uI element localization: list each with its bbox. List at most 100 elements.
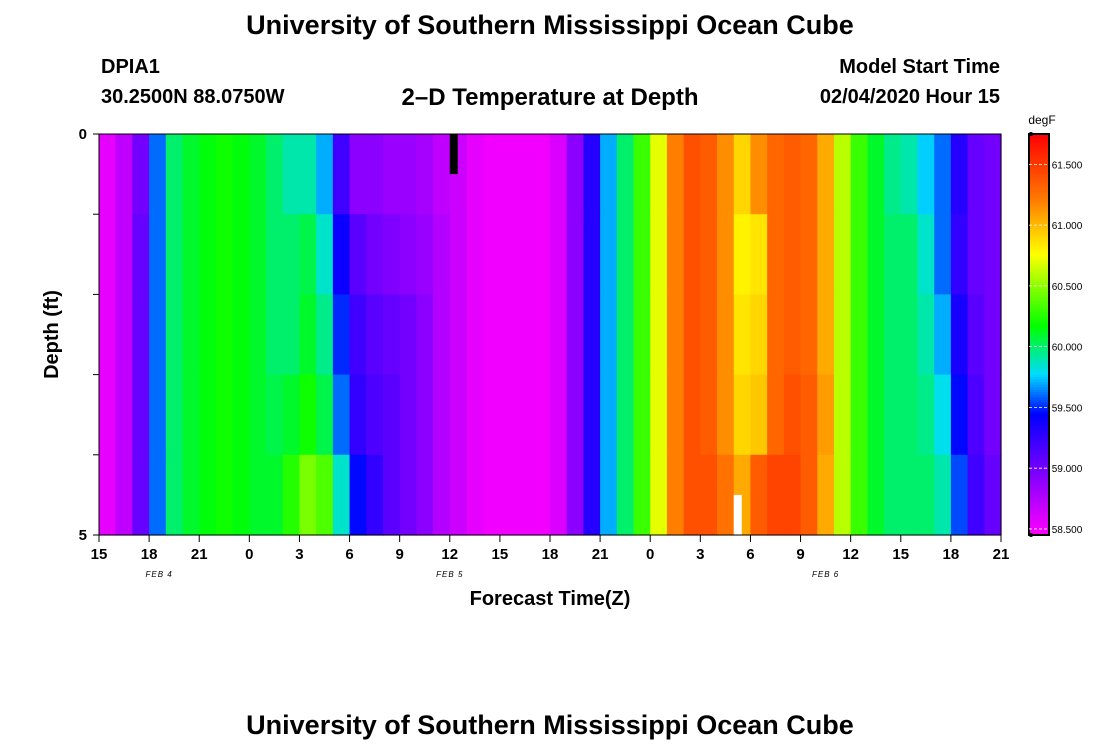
heatmap-cell xyxy=(416,214,434,295)
heatmap-cell xyxy=(800,454,818,536)
colorbar-swatch xyxy=(1029,482,1049,486)
colorbar-swatch xyxy=(1029,214,1049,218)
heatmap-cell xyxy=(433,134,451,215)
heatmap-cell xyxy=(149,454,167,536)
model-start-value: 02/04/2020 Hour 15 xyxy=(819,86,1000,108)
heatmap-cell xyxy=(182,134,200,215)
colorbar-swatch xyxy=(1029,256,1049,260)
colorbar-swatch xyxy=(1029,392,1049,396)
colorbar-swatch xyxy=(1029,417,1049,421)
heatmap-cell xyxy=(282,294,301,376)
heatmap-cell xyxy=(717,454,735,536)
colorbar-swatch xyxy=(1029,226,1049,230)
colorbar-swatch xyxy=(1029,399,1049,403)
heatmap-cell xyxy=(833,214,852,295)
colorbar-swatch xyxy=(1029,259,1049,263)
heatmap-cell xyxy=(717,214,735,295)
heatmap-cell xyxy=(433,294,451,376)
heatmap-cell xyxy=(867,374,885,456)
heatmap-cell xyxy=(984,294,1002,376)
heatmap-cell xyxy=(700,214,718,295)
colorbar-swatch xyxy=(1029,477,1049,481)
heatmap-cell xyxy=(382,454,401,536)
heatmap-cell xyxy=(767,134,785,215)
heatmap-cell xyxy=(266,374,284,456)
heatmap-cell xyxy=(767,454,785,536)
colorbar-swatch xyxy=(1029,189,1049,193)
heatmap-cell xyxy=(416,454,434,536)
heatmap-cell xyxy=(382,214,401,295)
heatmap-cell xyxy=(717,134,735,215)
heatmap-cell xyxy=(783,374,802,456)
heatmap-cell xyxy=(750,454,768,536)
heatmap-cell xyxy=(800,294,818,376)
heatmap-cell xyxy=(750,134,768,215)
colorbar-tick-label: 60.000 xyxy=(1052,343,1083,354)
heatmap-cell xyxy=(616,214,635,295)
heatmap-cell xyxy=(332,294,351,376)
heatmap-cell xyxy=(249,374,267,456)
heatmap-cell xyxy=(215,134,234,215)
heatmap-cell xyxy=(867,294,885,376)
plot-title: 2–D Temperature at Depth xyxy=(401,84,699,111)
heatmap-cell xyxy=(733,134,752,215)
colorbar-swatch xyxy=(1029,422,1049,426)
colorbar-swatch xyxy=(1029,191,1049,195)
colorbar-swatch xyxy=(1029,479,1049,483)
heatmap-cell xyxy=(817,374,835,456)
heatmap-cell xyxy=(950,454,969,536)
heatmap-cell xyxy=(884,454,902,536)
heatmap-cell xyxy=(750,214,768,295)
heatmap-cell xyxy=(215,374,234,456)
colorbar-swatch xyxy=(1029,179,1049,183)
heatmap-cell xyxy=(583,134,601,215)
black-marker xyxy=(449,134,458,175)
colorbar-swatch xyxy=(1029,294,1049,298)
heatmap-cell xyxy=(332,454,351,536)
colorbar-swatch xyxy=(1029,324,1049,328)
heatmap-cell xyxy=(249,214,267,295)
heatmap-cell xyxy=(399,294,417,376)
colorbar-swatch xyxy=(1029,394,1049,398)
heatmap-cell xyxy=(666,294,685,376)
heatmap-cell xyxy=(282,214,301,295)
heatmap-cell xyxy=(266,134,284,215)
heatmap-cell xyxy=(316,454,334,536)
heatmap-cell xyxy=(817,454,835,536)
heatmap-cell xyxy=(199,294,217,376)
heatmap-cell xyxy=(499,374,518,456)
heatmap-cell xyxy=(199,214,217,295)
heatmap-cell xyxy=(149,374,167,456)
heatmap-cell xyxy=(783,134,802,215)
heatmap-cell xyxy=(850,214,868,295)
heatmap-cell xyxy=(700,454,718,536)
colorbar-swatch xyxy=(1029,299,1049,303)
heatmap-cell xyxy=(967,214,985,295)
heatmap-cell xyxy=(984,374,1002,456)
colorbar-tick-label: 61.500 xyxy=(1052,160,1083,171)
colorbar-swatch xyxy=(1029,407,1049,411)
colorbar-swatch xyxy=(1029,156,1049,160)
heatmap-cell xyxy=(850,454,868,536)
colorbar-swatch xyxy=(1029,144,1049,148)
heatmap-cell xyxy=(399,374,417,456)
heatmap-cell xyxy=(950,374,969,456)
heatmap-cell xyxy=(299,374,317,456)
colorbar-swatch xyxy=(1029,487,1049,491)
footer-title: University of Southern Mississippi Ocean… xyxy=(246,710,854,740)
heatmap-cell xyxy=(566,454,584,536)
colorbar-swatch xyxy=(1029,329,1049,333)
x-tick-label: 6 xyxy=(345,546,353,563)
colorbar-swatch xyxy=(1029,472,1049,476)
heatmap-cell xyxy=(666,454,685,536)
date-label: FEB 5 xyxy=(436,570,463,579)
heatmap-cell xyxy=(934,374,952,456)
x-tick-label: 0 xyxy=(245,546,253,563)
heatmap-cell xyxy=(466,374,484,456)
colorbar-swatch xyxy=(1029,397,1049,401)
colorbar-swatch xyxy=(1029,474,1049,478)
colorbar-swatch xyxy=(1029,154,1049,158)
heatmap-cell xyxy=(967,374,985,456)
colorbar-swatch xyxy=(1029,289,1049,293)
colorbar-swatch xyxy=(1029,249,1049,253)
